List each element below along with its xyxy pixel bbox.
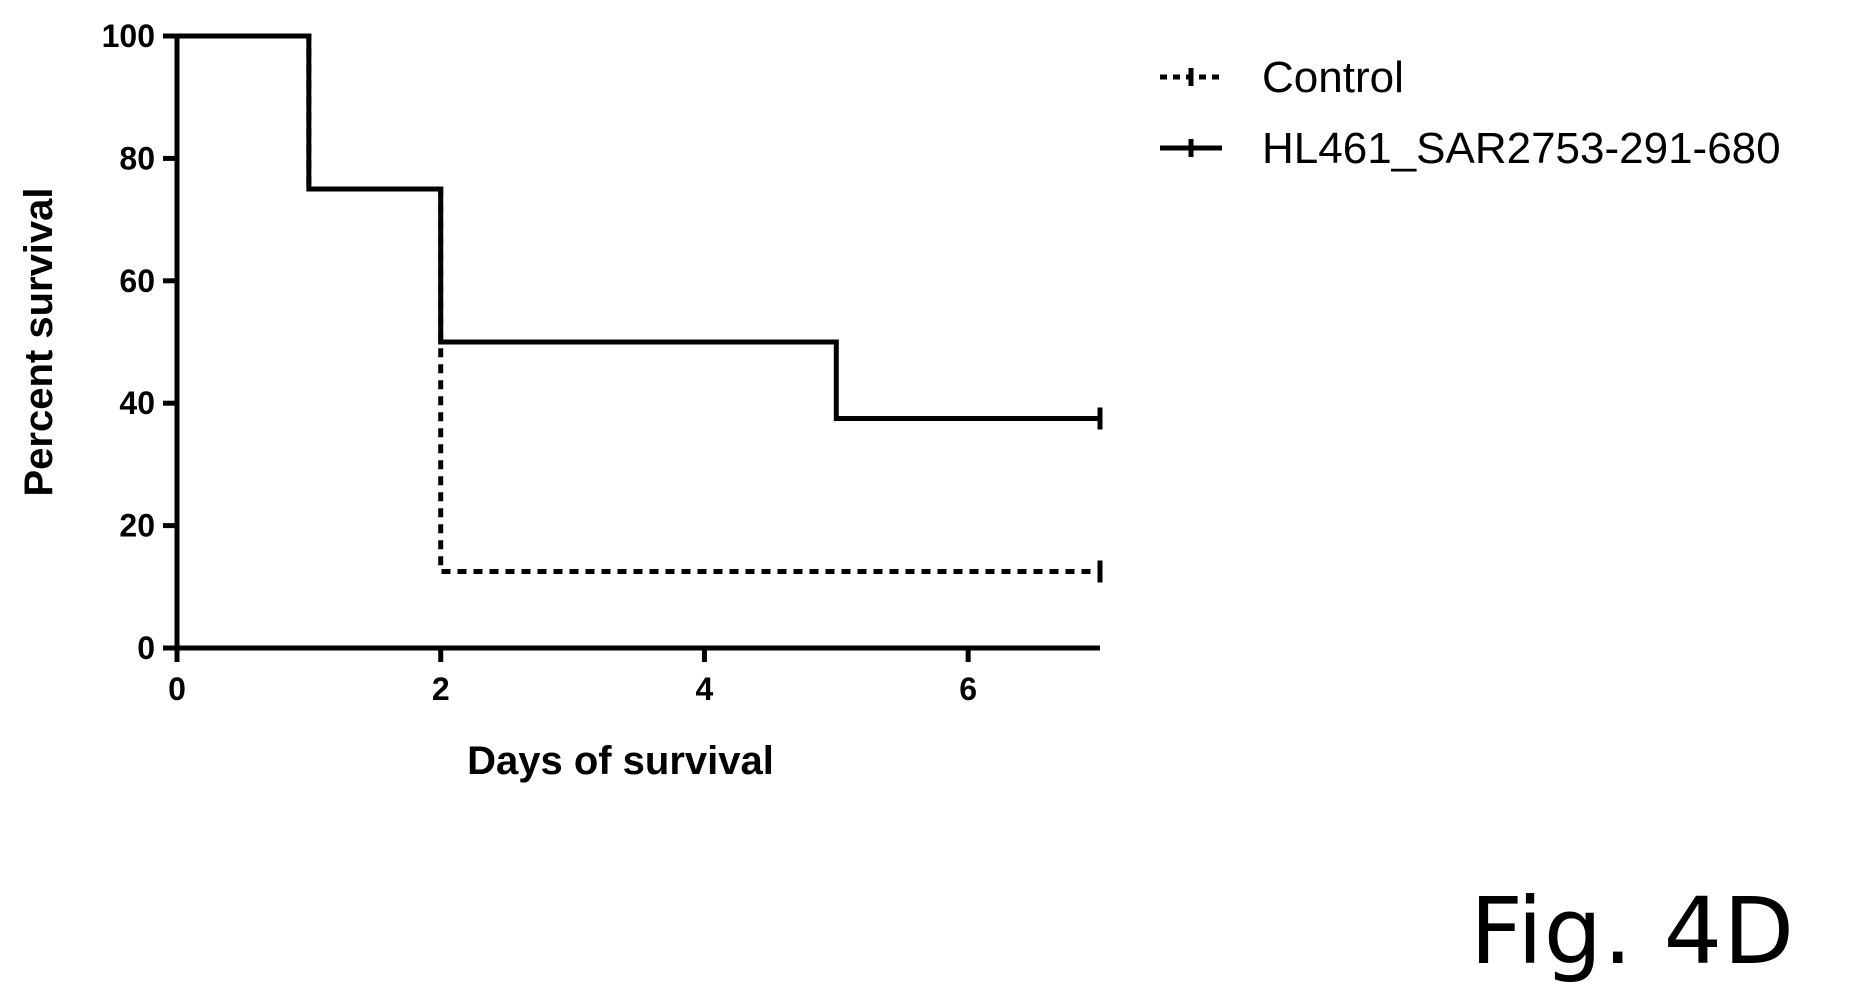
x-axis-ticks: 0 2 4 6	[168, 648, 977, 707]
x-tick-label: 0	[168, 671, 186, 707]
y-tick-label: 80	[119, 140, 155, 176]
y-tick-label: 40	[119, 385, 155, 421]
figure-label: Fig. 4D	[1470, 878, 1795, 985]
x-tick-label: 6	[959, 671, 977, 707]
series-line-hl461-sar2753-291-680	[177, 36, 1100, 419]
series-layer	[177, 36, 1100, 583]
legend-label-hl461-sar2753-291-680: HL461_SAR2753-291-680	[1262, 124, 1781, 173]
y-axis-ticks: 0 20 40 60 80 100	[102, 18, 177, 666]
x-axis-title: Days of survival	[467, 739, 774, 783]
y-tick-label: 60	[119, 263, 155, 299]
series-line-control	[177, 36, 1100, 572]
legend-label-control: Control	[1262, 53, 1404, 102]
y-tick-label: 20	[119, 508, 155, 544]
x-tick-label: 2	[432, 671, 450, 707]
y-tick-label: 0	[137, 630, 155, 666]
y-tick-label: 100	[102, 18, 155, 54]
legend: Control HL461_SAR2753-291-680	[1160, 53, 1781, 173]
x-tick-label: 4	[696, 671, 714, 707]
y-axis-title: Percent survival	[17, 187, 61, 496]
